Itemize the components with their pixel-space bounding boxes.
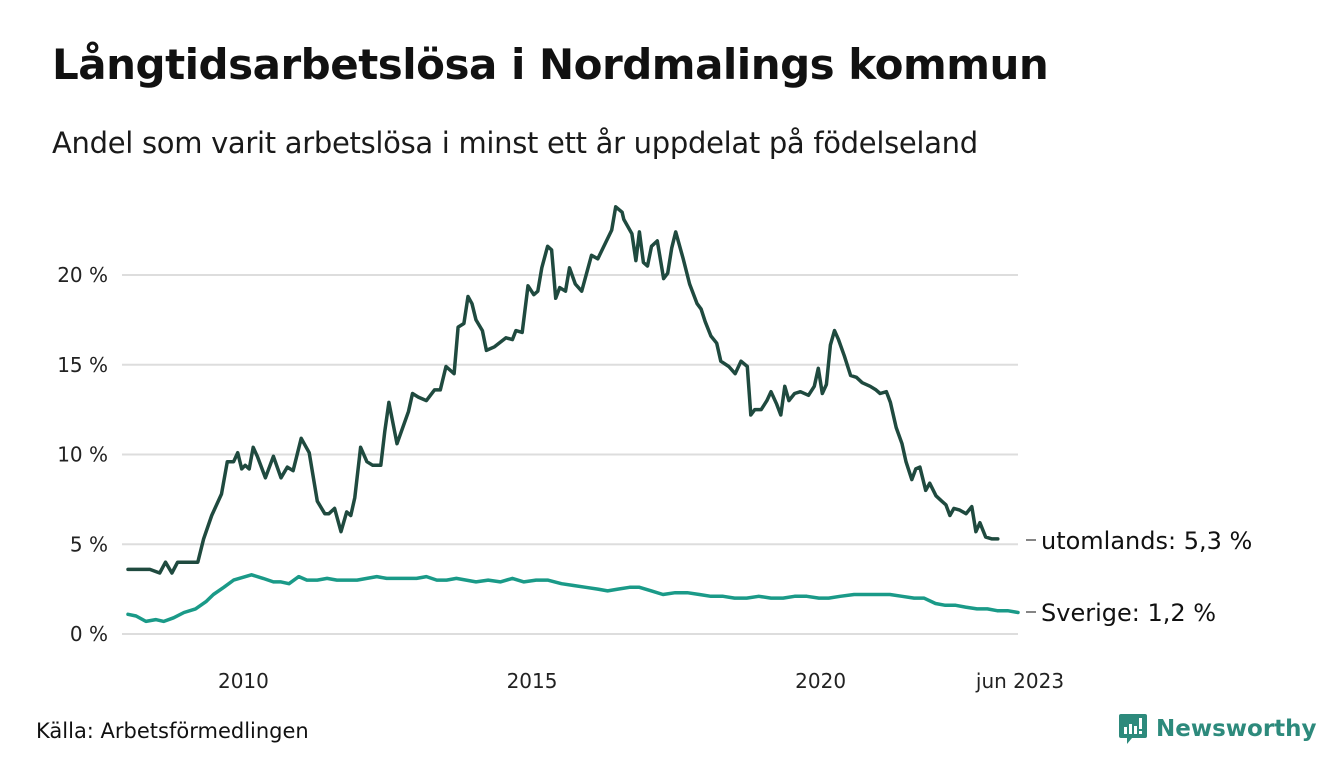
chart-speech-bubble-icon [1119,714,1147,744]
series-lines [126,205,1020,624]
newsworthy-logo[interactable]: Newsworthy [1118,712,1317,746]
x-tick-label: 2015 [507,669,558,693]
y-tick-label: 0 % [70,622,108,646]
chart-title: Långtidsarbetslösa i Nordmalings kommun [52,40,1049,89]
x-tick-label: 2010 [218,669,269,693]
series-line-sverige [126,573,1020,624]
source-note: Källa: Arbetsförmedlingen [36,719,309,743]
x-axis-ticks: 2010 2015 2020 jun 2023 [218,669,1064,693]
y-tick-label: 20 % [57,263,108,287]
gridlines [122,274,1018,635]
end-labels: Sverige: 1,2 % utomlands: 5,3 % [1026,527,1252,627]
logo-text: Newsworthy [1156,716,1317,742]
x-tick-label: jun 2023 [975,669,1064,693]
y-tick-label: 10 % [57,443,108,467]
y-tick-label: 15 % [57,353,108,377]
x-tick-label: 2020 [795,669,846,693]
chart-subtitle: Andel som varit arbetslösa i minst ett å… [52,126,978,160]
y-axis-ticks: 0 % 5 % 10 % 15 % 20 % [57,263,108,646]
end-label-utomlands: utomlands: 5,3 % [1041,527,1252,555]
series-line-utomlands [126,205,1000,575]
end-label-sverige: Sverige: 1,2 % [1041,599,1216,627]
y-tick-label: 5 % [70,532,108,556]
